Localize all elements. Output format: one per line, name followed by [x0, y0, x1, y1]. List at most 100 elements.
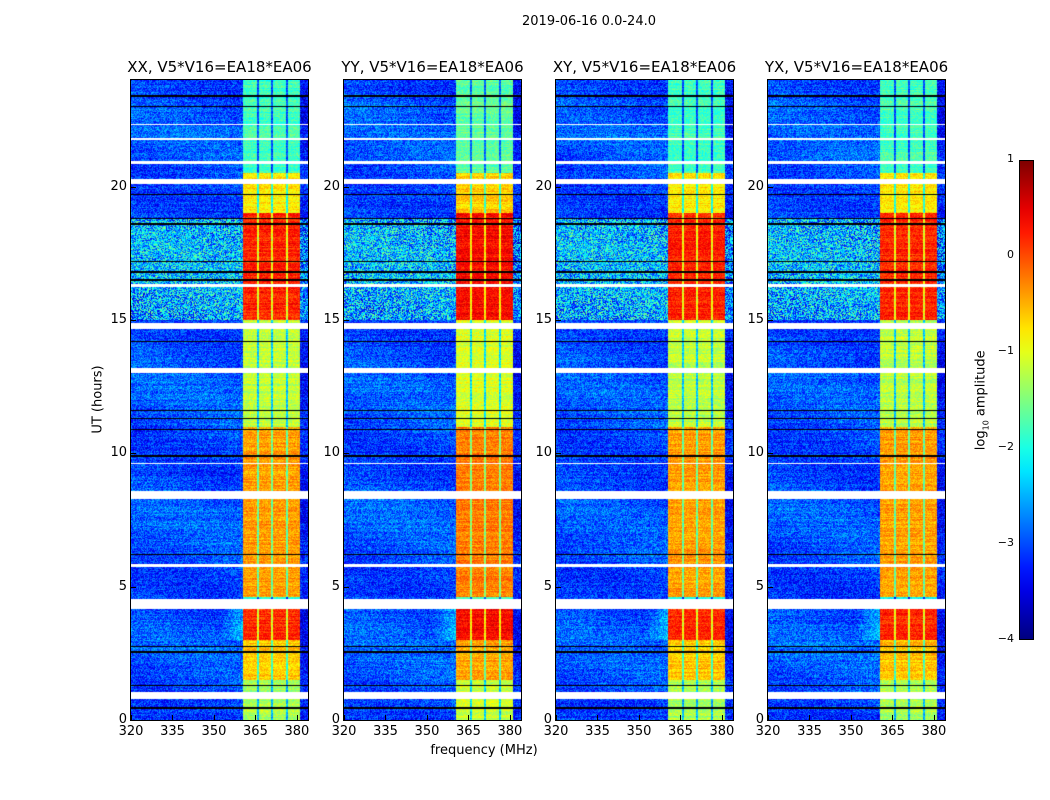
x-tick-label: 320: [755, 724, 781, 739]
y-tick-label: 10: [747, 445, 764, 461]
y-tick-label: 0: [755, 712, 764, 727]
colorbar-tick-label: −3: [997, 536, 1014, 549]
y-tick-label: 15: [747, 312, 764, 327]
colorbar-tick-label: −4: [997, 632, 1014, 645]
y-tick-label: 0: [118, 712, 127, 727]
y-tick-mark: [131, 320, 136, 321]
y-tick-label: 5: [755, 578, 764, 594]
colorbar-label: log10 amplitude: [973, 350, 991, 451]
waterfall-panel-0: XX, V5*V16=EA18*EA06 320 335 350 365 380 0 5 10 1…: [110, 58, 311, 739]
x-tick-mark: [768, 715, 769, 720]
y-tick-label: 5: [543, 578, 552, 594]
waterfall-panel-3: YX, V5*V16=EA18*EA06 320 335 350 365 380 0 5 10 1…: [747, 58, 948, 739]
y-tick-mark: [131, 186, 136, 188]
figure-title: 2019-06-16 0.0-24.0: [522, 14, 656, 29]
heatmap-image: [131, 80, 308, 720]
x-tick-label: 380: [709, 724, 735, 739]
x-tick-mark: [892, 715, 894, 720]
heatmap-image: [768, 80, 945, 720]
y-tick-mark: [344, 320, 349, 321]
x-tick-mark: [556, 715, 557, 720]
colorbar-tick-label: −1: [997, 344, 1014, 357]
x-tick-mark: [131, 715, 132, 720]
x-tick-label: 350: [201, 724, 227, 739]
y-tick-mark: [768, 586, 773, 588]
x-tick-label: 365: [243, 724, 268, 739]
x-tick-mark: [255, 715, 257, 720]
x-tick-mark: [213, 715, 215, 720]
y-tick-label: 10: [535, 445, 552, 461]
x-tick-mark: [509, 715, 511, 720]
x-axis-label: frequency (MHz): [430, 743, 538, 758]
colorbar-tick-label: 0: [1007, 248, 1014, 261]
y-tick-mark: [556, 586, 561, 588]
y-tick-mark: [344, 453, 349, 455]
y-tick-mark: [768, 720, 773, 721]
x-tick-mark: [638, 715, 640, 720]
waterfall-panel-1: YY, V5*V16=EA18*EA06 320 335 350 365 380 0 5 10 1…: [323, 58, 523, 739]
panel-title: XY, V5*V16=EA18*EA06: [552, 58, 737, 76]
y-tick-mark: [344, 186, 349, 188]
y-tick-label: 20: [747, 178, 764, 194]
y-tick-mark: [131, 453, 136, 455]
x-tick-label: 365: [668, 724, 693, 739]
x-tick-mark: [468, 715, 470, 720]
colorbar: [1019, 160, 1034, 640]
x-tick-label: 320: [118, 724, 144, 739]
panel-title: YY, V5*V16=EA18*EA06: [341, 58, 524, 76]
x-tick-mark: [809, 715, 811, 720]
x-tick-label: 365: [456, 724, 481, 739]
x-tick-label: 350: [626, 724, 652, 739]
heatmap-image: [344, 80, 521, 720]
y-tick-label: 15: [323, 312, 340, 327]
x-tick-mark: [344, 715, 345, 720]
x-tick-label: 365: [880, 724, 905, 739]
x-tick-mark: [850, 715, 852, 720]
y-tick-mark: [556, 453, 561, 455]
y-tick-mark: [131, 720, 136, 721]
y-tick-label: 10: [110, 445, 127, 461]
x-tick-label: 335: [160, 724, 185, 739]
y-tick-mark: [131, 586, 136, 588]
y-tick-label: 10: [323, 445, 340, 461]
x-tick-mark: [296, 715, 298, 720]
x-tick-label: 335: [797, 724, 822, 739]
waterfall-panel-2: XY, V5*V16=EA18*EA06 320 335 350 365 380 0 5 10 1…: [535, 58, 736, 739]
y-tick-label: 20: [323, 178, 340, 194]
y-tick-label: 5: [331, 578, 340, 594]
y-tick-mark: [768, 186, 773, 188]
x-tick-label: 350: [838, 724, 864, 739]
x-tick-label: 380: [497, 724, 523, 739]
y-tick-mark: [344, 720, 349, 721]
x-tick-mark: [721, 715, 723, 720]
y-axis-label: UT (hours): [90, 365, 106, 434]
x-tick-label: 380: [921, 724, 947, 739]
x-tick-mark: [680, 715, 682, 720]
y-tick-label: 5: [118, 578, 127, 594]
y-tick-mark: [768, 453, 773, 455]
x-tick-label: 380: [284, 724, 310, 739]
x-tick-label: 320: [331, 724, 357, 739]
y-tick-mark: [556, 320, 561, 321]
y-tick-mark: [344, 586, 349, 588]
y-tick-mark: [768, 320, 773, 321]
y-tick-label: 0: [543, 712, 552, 727]
y-tick-label: 20: [110, 178, 127, 194]
x-tick-mark: [933, 715, 935, 720]
x-tick-label: 320: [543, 724, 569, 739]
panel-title: YX, V5*V16=EA18*EA06: [764, 58, 949, 76]
y-tick-label: 15: [110, 312, 127, 327]
y-tick-label: 20: [535, 178, 552, 194]
x-tick-mark: [385, 715, 387, 720]
y-tick-mark: [556, 186, 561, 188]
panel-title: XX, V5*V16=EA18*EA06: [127, 58, 312, 76]
x-tick-mark: [172, 715, 174, 720]
y-tick-label: 0: [331, 712, 340, 727]
colorbar-tick-label: −2: [997, 440, 1014, 453]
y-tick-mark: [556, 720, 561, 721]
x-tick-label: 350: [414, 724, 440, 739]
x-tick-mark: [597, 715, 599, 720]
heatmap-image: [556, 80, 733, 720]
x-tick-mark: [426, 715, 428, 720]
